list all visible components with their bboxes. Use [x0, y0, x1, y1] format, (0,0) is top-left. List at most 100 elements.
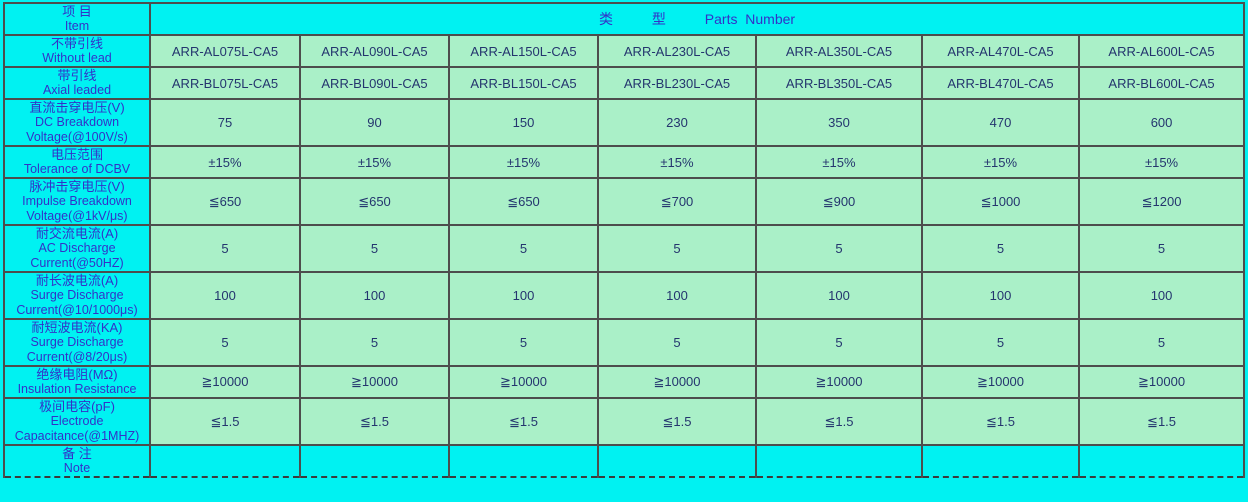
row-label-dc-breakdown-voltage: 直流击穿电压(V) DC Breakdown Voltage(@100V/s) — [3, 98, 151, 147]
cell-tolerance-of-dcbv-col2: ±15% — [299, 145, 450, 179]
cell-surge-discharge-current-short-col2: 5 — [299, 318, 450, 367]
cell-tolerance-of-dcbv-col5: ±15% — [755, 145, 923, 179]
cell-note-col2 — [299, 444, 450, 478]
spec-row-surge-discharge-current-short: 耐短波电流(KA) Surge Discharge Current(@8/20μs)… — [3, 318, 1246, 367]
cell-dc-breakdown-voltage-col5: 350 — [755, 98, 923, 147]
cell-surge-discharge-current-short-col3: 5 — [448, 318, 599, 367]
cell-note-col5 — [755, 444, 923, 478]
cell-without-lead-col3: ARR-AL150L-CA5 — [448, 34, 599, 68]
row-label-line: Current(@8/20μs) — [26, 350, 128, 364]
corner-label-en: Item — [64, 19, 90, 33]
cell-surge-discharge-current-long-col6: 100 — [921, 271, 1080, 320]
row-label-ac-discharge-current: 耐交流电流(A) AC Discharge Current(@50HZ) — [3, 224, 151, 273]
cell-note-col7 — [1077, 444, 1246, 478]
row-label-line: 脉冲击穿电压(V) — [29, 179, 125, 194]
spec-row-axial-leaded: 带引线 Axial leaded ARR-BL075L-CA5 ARR-BL090L-… — [3, 66, 1246, 100]
row-label-tolerance-of-dcbv: 电压范围 Tolerance of DCBV — [3, 145, 151, 179]
spec-row-impulse-breakdown-voltage: 脉冲击穿电压(V) Impulse Breakdown Voltage(@1kV/μ… — [3, 177, 1246, 226]
row-label-line: Capacitance(@1MHZ) — [14, 429, 140, 443]
row-label-line: Surge Discharge — [30, 288, 124, 302]
cell-axial-leaded-col3: ARR-BL150L-CA5 — [448, 66, 599, 100]
cell-surge-discharge-current-long-col2: 100 — [299, 271, 450, 320]
cell-surge-discharge-current-short-col6: 5 — [921, 318, 1080, 367]
cell-axial-leaded-col1: ARR-BL075L-CA5 — [149, 66, 301, 100]
spec-row-tolerance-of-dcbv: 电压范围 Tolerance of DCBV ±15% ±15% ±15% ±15% ±15… — [3, 145, 1246, 179]
cell-electrode-capacitance-col4: ≦1.5 — [597, 397, 757, 446]
row-label-line: Electrode — [50, 414, 104, 428]
row-label-line: 耐长波电流(A) — [35, 273, 119, 288]
cell-electrode-capacitance-col3: ≦1.5 — [448, 397, 599, 446]
spec-row-electrode-capacitance: 极间电容(pF) Electrode Capacitance(@1MHZ) ≦1.5 ≦… — [3, 397, 1246, 446]
parts-number-header-cell: 类 型 Parts Number — [148, 2, 1246, 36]
cell-impulse-breakdown-voltage-col7: ≦1200 — [1077, 177, 1246, 226]
cell-electrode-capacitance-col5: ≦1.5 — [755, 397, 923, 446]
cell-insulation-resistance-col6: ≧10000 — [921, 365, 1080, 399]
row-label-line: 电压范围 — [50, 147, 103, 162]
spec-row-dc-breakdown-voltage: 直流击穿电压(V) DC Breakdown Voltage(@100V/s) 75 9… — [3, 98, 1246, 147]
cell-surge-discharge-current-long-col4: 100 — [597, 271, 757, 320]
cell-tolerance-of-dcbv-col4: ±15% — [597, 145, 757, 179]
row-label-insulation-resistance: 绝缘电阻(MΩ) Insulation Resistance — [3, 365, 151, 399]
row-label-line: Without lead — [42, 51, 112, 65]
row-label-line: 绝缘电阻(MΩ) — [36, 367, 118, 382]
cell-ac-discharge-current-col4: 5 — [597, 224, 757, 273]
spec-row-without-lead: 不带引线 Without lead ARR-AL075L-CA5 ARR-AL090L… — [3, 34, 1246, 68]
spec-row-ac-discharge-current: 耐交流电流(A) AC Discharge Current(@50HZ) 5 5 5 5 5 5… — [3, 224, 1246, 273]
row-label-surge-discharge-current-short: 耐短波电流(KA) Surge Discharge Current(@8/20μs) — [3, 318, 151, 367]
cell-ac-discharge-current-col2: 5 — [299, 224, 450, 273]
cell-ac-discharge-current-col1: 5 — [149, 224, 301, 273]
spec-row-insulation-resistance: 绝缘电阻(MΩ) Insulation Resistance ≧10000 ≧1000… — [3, 365, 1246, 399]
cell-ac-discharge-current-col6: 5 — [921, 224, 1080, 273]
row-label-line: Tolerance of DCBV — [23, 162, 131, 176]
row-label-line: 直流击穿电压(V) — [29, 100, 125, 115]
cell-without-lead-col1: ARR-AL075L-CA5 — [149, 34, 301, 68]
row-label-line: Axial leaded — [42, 83, 112, 97]
cell-note-col4 — [597, 444, 757, 478]
cell-tolerance-of-dcbv-col1: ±15% — [149, 145, 301, 179]
cell-electrode-capacitance-col1: ≦1.5 — [149, 397, 301, 446]
spec-row-surge-discharge-current-long: 耐长波电流(A) Surge Discharge Current(@10/1000μ… — [3, 271, 1246, 320]
row-label-line: 极间电容(pF) — [39, 399, 115, 414]
cell-axial-leaded-col6: ARR-BL470L-CA5 — [921, 66, 1080, 100]
cell-surge-discharge-current-short-col4: 5 — [597, 318, 757, 367]
cell-impulse-breakdown-voltage-col6: ≦1000 — [921, 177, 1080, 226]
row-label-line: Surge Discharge — [30, 335, 124, 349]
row-label-line: Current(@50HZ) — [30, 256, 124, 270]
cell-electrode-capacitance-col7: ≦1.5 — [1077, 397, 1246, 446]
cell-dc-breakdown-voltage-col3: 150 — [448, 98, 599, 147]
cell-without-lead-col4: ARR-AL230L-CA5 — [597, 34, 757, 68]
cell-ac-discharge-current-col5: 5 — [755, 224, 923, 273]
cell-dc-breakdown-voltage-col2: 90 — [299, 98, 450, 147]
specs-table: 项 目 Item 类 型 Parts Number 不带引线 Without le… — [3, 2, 1246, 478]
row-label-line: AC Discharge — [38, 241, 116, 255]
corner-cell: 项 目 Item — [3, 2, 151, 36]
cell-axial-leaded-col7: ARR-BL600L-CA5 — [1077, 66, 1246, 100]
cell-insulation-resistance-col5: ≧10000 — [755, 365, 923, 399]
row-label-line: 不带引线 — [50, 36, 103, 51]
cell-surge-discharge-current-long-col7: 100 — [1077, 271, 1246, 320]
row-label-line: 耐短波电流(KA) — [31, 320, 123, 335]
cell-surge-discharge-current-short-col1: 5 — [149, 318, 301, 367]
cell-impulse-breakdown-voltage-col5: ≦900 — [755, 177, 923, 226]
cell-dc-breakdown-voltage-col6: 470 — [921, 98, 1080, 147]
cell-impulse-breakdown-voltage-col1: ≦650 — [149, 177, 301, 226]
cell-surge-discharge-current-long-col3: 100 — [448, 271, 599, 320]
cell-surge-discharge-current-short-col5: 5 — [755, 318, 923, 367]
cell-axial-leaded-col2: ARR-BL090L-CA5 — [299, 66, 450, 100]
cell-without-lead-col6: ARR-AL470L-CA5 — [921, 34, 1080, 68]
cell-dc-breakdown-voltage-col4: 230 — [597, 98, 757, 147]
cell-insulation-resistance-col7: ≧10000 — [1077, 365, 1246, 399]
cell-surge-discharge-current-long-col1: 100 — [149, 271, 301, 320]
cell-tolerance-of-dcbv-col3: ±15% — [448, 145, 599, 179]
cell-electrode-capacitance-col6: ≦1.5 — [921, 397, 1080, 446]
cell-axial-leaded-col5: ARR-BL350L-CA5 — [755, 66, 923, 100]
cell-impulse-breakdown-voltage-col3: ≦650 — [448, 177, 599, 226]
parts-number-header-text: 类 型 Parts Number — [599, 11, 796, 27]
row-label-line: 备 注 — [62, 446, 92, 461]
cell-insulation-resistance-col1: ≧10000 — [149, 365, 301, 399]
cell-without-lead-col5: ARR-AL350L-CA5 — [755, 34, 923, 68]
row-label-line: Note — [63, 461, 91, 475]
row-label-note: 备 注 Note — [3, 444, 151, 478]
cell-surge-discharge-current-short-col7: 5 — [1077, 318, 1246, 367]
